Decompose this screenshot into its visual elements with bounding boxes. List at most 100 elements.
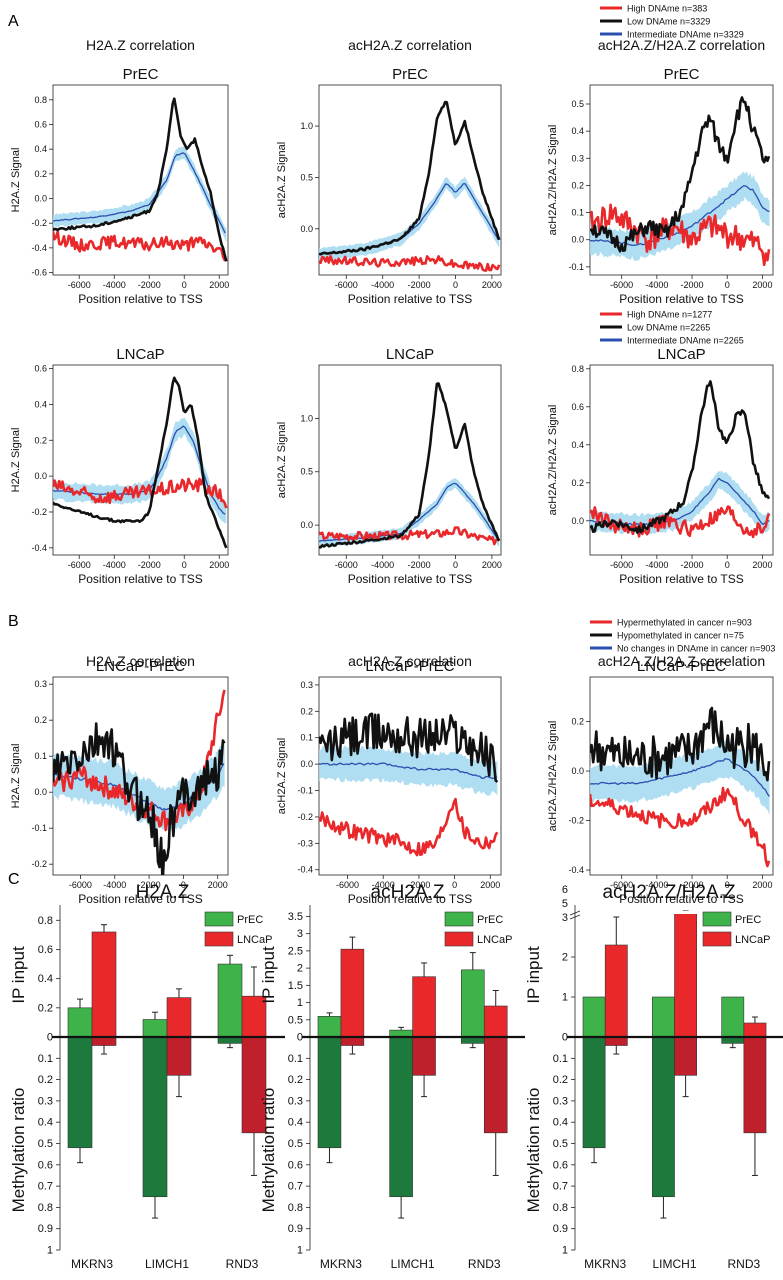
methylation-bar-prec: [389, 1036, 413, 1198]
x-tick-label: -4000: [103, 880, 126, 890]
chart-A1: [49, 84, 229, 279]
y-tick-label: 0.2: [34, 169, 47, 179]
series-line-red: [53, 477, 228, 509]
y-tick-label: -0.1: [31, 823, 47, 833]
y-tick-label: 1: [47, 1245, 53, 1257]
plot-area: [590, 380, 771, 539]
series-line-black: [53, 97, 228, 262]
y-tick-label: 0.9: [553, 1223, 568, 1235]
group-title: acH2A.Z correlation: [348, 653, 472, 669]
y-tick-label: 0.5: [300, 172, 313, 182]
series-line-blue: [53, 152, 226, 234]
confidence-band: [319, 478, 500, 548]
y-tick-label: 0.4: [34, 399, 47, 409]
panel-title: LNCaP: [116, 346, 164, 363]
x-tick-label: -4000: [372, 880, 395, 890]
plot-frame: [52, 364, 229, 556]
y-tick-label: 0.4: [571, 440, 584, 450]
x-tick-label: 0: [182, 560, 187, 570]
x-tick-label: -4000: [103, 280, 126, 290]
x-axis-label: Position relative to TSS: [348, 572, 473, 586]
x-axis-label: Position relative to TSS: [78, 892, 203, 906]
y-tick-label: 0.0: [300, 224, 313, 234]
y-axis-label: H2A.Z Signal: [10, 428, 22, 493]
x-tick-label: -6000: [610, 280, 633, 290]
series-line-blue: [590, 758, 771, 797]
group-title: acH2A.Z/H2A.Z correlation: [598, 37, 765, 53]
legend-lncap-label: High DNAme n=1277: [627, 310, 712, 320]
series-line-black: [53, 376, 228, 549]
category-label: MKRN3: [584, 1257, 626, 1271]
y-axis-label: H2A.Z Signal: [10, 744, 22, 809]
x-tick-label: -6000: [610, 560, 633, 570]
chart-B3: [586, 676, 774, 879]
bar-legend-swatch: [204, 931, 234, 947]
y-tick-label: -0.2: [297, 812, 313, 822]
x-axis-label: Position relative to TSS: [619, 892, 744, 906]
legend-diff-label: No changes in DNAme in cancer n=903: [617, 644, 775, 654]
y-tick-label: 0.1: [38, 1053, 53, 1065]
x-tick-label: -6000: [69, 880, 92, 890]
x-tick-label: -6000: [68, 280, 91, 290]
y-tick-label: 0.2: [571, 478, 584, 488]
y-axis-label: acH2A.Z/H2A.Z Signal: [547, 405, 559, 516]
y-tick-label: 0.5: [288, 1138, 303, 1150]
y-tick-label: 0.7: [288, 1181, 303, 1193]
bar-lncap: [604, 944, 628, 1038]
category-label: MKRN3: [320, 1257, 362, 1271]
y-tick-label: -0.4: [297, 865, 313, 875]
y-axis-label-bottom: Methylation ratio: [524, 1088, 543, 1213]
y-tick-label: 0.5: [288, 1014, 303, 1026]
y-tick-label: 0.9: [288, 1223, 303, 1235]
y-tick-label: 0.0: [571, 516, 584, 526]
chart-A6: [586, 364, 774, 559]
x-tick-label: -2000: [681, 880, 704, 890]
bar-lncap: [412, 976, 436, 1038]
bar-chart-title: acH2A.Z/H2A.Z: [602, 882, 735, 903]
y-tick-label: 1: [297, 1245, 303, 1257]
y-axis-label-top: IP input: [259, 946, 278, 1004]
plot-area: [319, 100, 501, 272]
group-title: acH2A.Z correlation: [348, 37, 472, 53]
y-tick-label: 0: [47, 1032, 53, 1044]
y-tick-label: -0.2: [31, 859, 47, 869]
x-axis-label: Position relative to TSS: [348, 292, 473, 306]
panel-title: LNCaP: [386, 346, 434, 363]
y-tick-label: -0.1: [297, 786, 313, 796]
bar-prec: [721, 996, 745, 1038]
y-tick-label: 0.4: [553, 1117, 568, 1129]
panel-title: LNCaP-PrEC: [365, 658, 454, 675]
group-title: acH2A.Z/H2A.Z correlation: [598, 653, 765, 669]
y-axis-label: H2A.Z Signal: [10, 148, 22, 213]
x-tick-label: 2000: [482, 280, 502, 290]
legend-diff-label: Hypomethylated in cancer n=75: [617, 631, 744, 641]
y-tick-label: 0.2: [553, 1074, 568, 1086]
y-axis-label: acH2A.Z/H2A.Z Signal: [547, 125, 559, 236]
chart-C3: [567, 905, 783, 1251]
y-tick-label: 0.2: [38, 1074, 53, 1086]
x-tick-label: -4000: [645, 880, 668, 890]
bar-legend-swatch: [444, 931, 474, 947]
y-tick-label-break: 6: [562, 884, 568, 896]
y-tick-label: -0.1: [568, 262, 584, 272]
category-label: RND3: [226, 1257, 259, 1271]
x-tick-label: -2000: [138, 880, 161, 890]
methylation-bar-prec: [142, 1036, 168, 1198]
x-tick-label: -4000: [645, 280, 668, 290]
x-tick-label: 2000: [209, 560, 229, 570]
series-line-red: [590, 786, 771, 868]
bar-prec: [317, 1016, 342, 1038]
chart-B2: [315, 676, 502, 879]
y-tick-label: 0.4: [571, 126, 584, 136]
y-axis-label-top: IP input: [9, 946, 28, 1004]
y-axis-label: acH2A.Z Signal: [276, 738, 288, 814]
bar-prec: [217, 963, 243, 1038]
y-tick-label: 0.0: [300, 520, 313, 530]
y-tick-label: 2: [297, 963, 303, 975]
bar-chart-title: H2A.Z: [136, 882, 190, 903]
series-line-black: [319, 100, 501, 256]
bar-legend-label: PrEC: [477, 914, 503, 926]
legend-prec-label: Low DNAme n=3329: [627, 17, 710, 27]
y-tick-label: 3: [297, 928, 303, 940]
y-tick-label: 0.0: [571, 766, 584, 776]
